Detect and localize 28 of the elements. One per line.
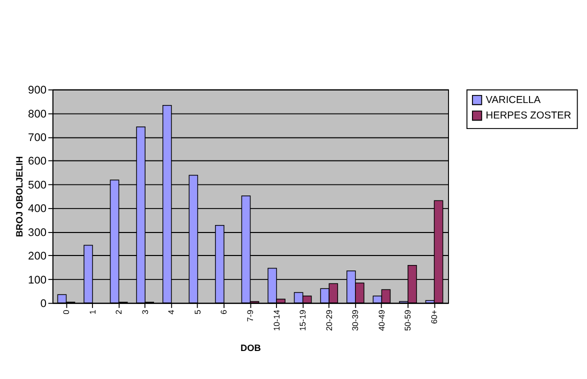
y-tick-label: 900 [28,84,46,97]
x-tick-label: 20-29 [324,309,334,331]
y-tick-label: 200 [28,250,46,263]
x-tick-label: 1 [88,309,98,314]
x-tick-label: 30-39 [351,309,360,331]
x-tick-label: 5 [193,309,202,314]
y-tick-label: 600 [28,156,46,168]
x-tick-label: 6 [220,309,229,314]
x-tick-label: 3 [140,309,150,314]
x-tick-label: 2 [114,309,124,314]
x-tick-label: 7-9 [246,309,256,322]
x-axis-title: DOB [240,343,262,354]
y-tick-label: 400 [28,203,46,216]
x-tick-label: 60+ [430,310,440,324]
x-tick-label: 4 [167,309,176,314]
x-tick-label: 50-59 [404,309,413,331]
y-axis-title: BROJ OBOLJELIH [14,156,25,237]
y-tick-label: 800 [28,108,46,120]
x-tick-label: 40-49 [377,309,386,331]
x-tick-label: 0 [62,309,72,314]
x-tick-label: 10-14 [272,309,282,331]
y-tick-label: 100 [28,274,46,286]
legend-label: HERPES ZOSTER [486,110,572,122]
legend-label: VARICELLA [486,94,541,106]
x-tick-label: 15-19 [298,309,308,331]
y-tick-label: 500 [28,179,46,192]
y-tick-label: 300 [28,226,46,239]
y-tick-label: 700 [28,132,46,144]
